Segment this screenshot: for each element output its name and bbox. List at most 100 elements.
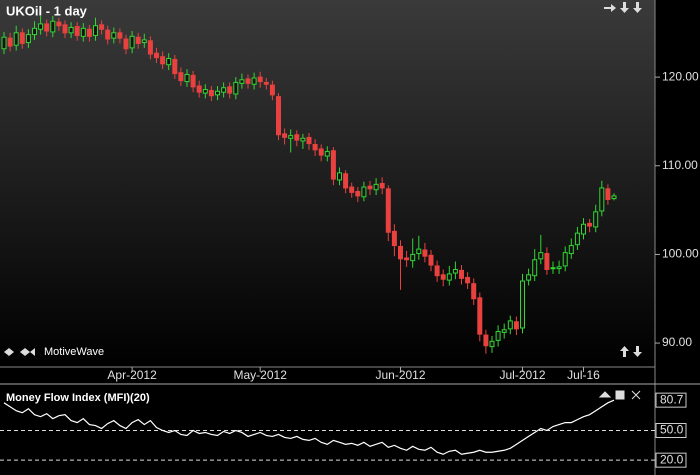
chart-title: UKOil - 1 day bbox=[6, 3, 88, 18]
candle-body bbox=[1, 36, 7, 50]
candle-body bbox=[605, 188, 611, 200]
candle-body bbox=[568, 245, 574, 255]
candle-body bbox=[465, 276, 471, 284]
candle-body bbox=[93, 25, 98, 36]
candle-body bbox=[202, 89, 208, 94]
candle-body bbox=[538, 252, 544, 260]
y-tick-label: 90.00 bbox=[662, 335, 692, 349]
candle-body bbox=[105, 29, 111, 40]
y-tick-box bbox=[655, 423, 687, 438]
candle-body bbox=[489, 340, 495, 348]
candle-body bbox=[282, 133, 288, 138]
candle-body bbox=[196, 85, 202, 93]
icon-up[interactable] bbox=[620, 346, 629, 357]
candle-body bbox=[550, 267, 556, 270]
candle-body bbox=[56, 21, 62, 27]
candle-body bbox=[312, 143, 318, 151]
candle-body bbox=[13, 32, 19, 46]
candle-body bbox=[239, 79, 245, 84]
candle-body bbox=[483, 334, 489, 347]
x-tick-label: Jul-2012 bbox=[499, 368, 545, 382]
candle-body bbox=[446, 273, 452, 281]
candle-body bbox=[294, 134, 300, 141]
candle-body bbox=[300, 137, 306, 142]
candle-body bbox=[135, 36, 141, 44]
icon-expand[interactable] bbox=[4, 348, 14, 356]
candle-body bbox=[385, 188, 391, 233]
candle-body bbox=[306, 136, 312, 145]
candle-body bbox=[32, 27, 37, 36]
candle-body bbox=[117, 32, 123, 39]
candle-body bbox=[276, 96, 281, 136]
candle-body bbox=[611, 195, 617, 200]
watermark: MotiveWave bbox=[44, 346, 104, 358]
candle-body bbox=[440, 274, 446, 280]
icon-expand[interactable] bbox=[20, 348, 35, 356]
candle-body bbox=[361, 186, 367, 198]
candle-body bbox=[471, 283, 477, 300]
panel-icons[interactable] bbox=[598, 390, 641, 400]
candle-body bbox=[172, 58, 178, 75]
candle-body bbox=[343, 173, 349, 189]
candle-body bbox=[166, 58, 172, 66]
candle-body bbox=[367, 185, 373, 190]
current-value-box bbox=[655, 392, 687, 408]
candle-body bbox=[208, 89, 214, 97]
icon-right[interactable] bbox=[604, 4, 616, 12]
candle-body bbox=[257, 76, 263, 83]
candle-body bbox=[459, 269, 464, 279]
candle-body bbox=[593, 211, 599, 228]
icon-down[interactable] bbox=[633, 346, 642, 357]
candle-body bbox=[160, 56, 166, 65]
candle-body bbox=[74, 26, 80, 36]
candle-body bbox=[581, 223, 586, 235]
candle-body bbox=[215, 90, 220, 96]
candle-body bbox=[398, 245, 403, 260]
candle-body bbox=[434, 265, 440, 277]
candle-body bbox=[428, 254, 434, 266]
candle-body bbox=[86, 28, 92, 37]
candle-body bbox=[532, 259, 538, 277]
candle-body bbox=[269, 84, 275, 96]
candle-body bbox=[288, 135, 294, 139]
candle-body bbox=[25, 34, 31, 44]
candle-body bbox=[38, 23, 44, 30]
candle-body bbox=[355, 190, 361, 197]
candle-body bbox=[391, 230, 397, 247]
candle-body bbox=[556, 266, 562, 270]
candle-body bbox=[19, 32, 25, 44]
y-tick-label: 120.00 bbox=[662, 69, 699, 83]
candle-body bbox=[190, 74, 196, 88]
candle-body bbox=[7, 37, 13, 47]
candle-body bbox=[379, 183, 385, 189]
candle-body bbox=[154, 52, 159, 59]
y-tick-label: 50.0 bbox=[660, 423, 684, 437]
candle-body bbox=[80, 27, 86, 37]
candle-body bbox=[129, 35, 135, 49]
candle-body bbox=[50, 20, 56, 33]
y-tick-label: 100.00 bbox=[662, 247, 699, 261]
candle-body bbox=[62, 24, 68, 34]
nav-icons[interactable] bbox=[4, 2, 642, 400]
candle-body bbox=[178, 72, 184, 82]
candle-body bbox=[422, 249, 428, 257]
candle-body bbox=[221, 87, 227, 93]
candle-body bbox=[123, 38, 129, 50]
candle-body bbox=[44, 23, 50, 32]
x-tick-label: Jul-16 bbox=[567, 368, 600, 382]
candle-body bbox=[544, 253, 550, 270]
candle-body bbox=[141, 39, 147, 44]
candle-body bbox=[587, 222, 593, 227]
x-tick-label: May-2012 bbox=[234, 368, 288, 382]
candle-body bbox=[245, 78, 251, 84]
y-tick-label: 20.0 bbox=[660, 452, 684, 466]
icon-down[interactable] bbox=[620, 2, 629, 13]
candle-body bbox=[495, 331, 501, 341]
y-tick-label: 110.00 bbox=[662, 158, 698, 172]
candle-body bbox=[599, 187, 605, 212]
x-tick-label: Jun-2012 bbox=[375, 368, 425, 382]
mfi-line bbox=[3, 399, 615, 455]
candle-body bbox=[68, 26, 74, 34]
icon-down[interactable] bbox=[633, 2, 642, 13]
